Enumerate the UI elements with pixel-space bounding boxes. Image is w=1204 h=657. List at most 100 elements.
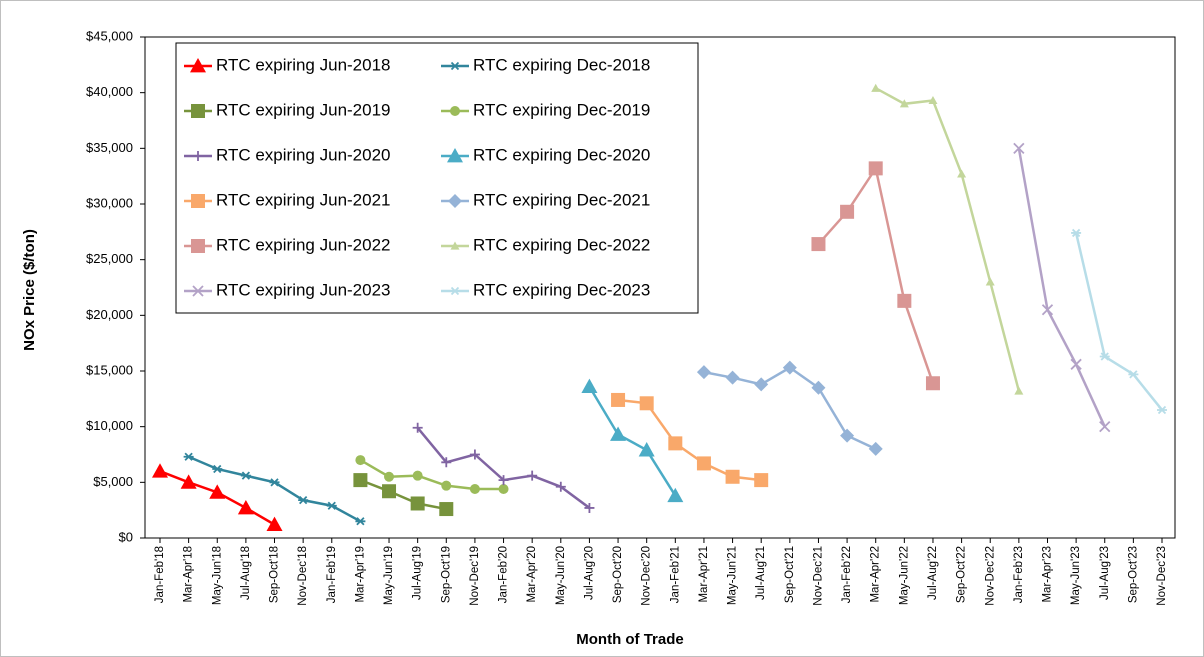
marker (1013, 142, 1025, 154)
x-tick-label: Jul-Aug'18 (240, 546, 252, 600)
marker (668, 436, 683, 451)
x-tick-label: Jan-Feb'21 (669, 546, 681, 603)
marker (1128, 370, 1139, 379)
series-line (875, 87, 1021, 392)
marker (209, 484, 226, 499)
marker (782, 360, 797, 375)
marker (240, 471, 251, 480)
x-tick-label: Jul-Aug'20 (583, 546, 595, 600)
y-tick-label: $45,000 (86, 28, 133, 43)
x-tick-label: Jan-Feb'22 (841, 546, 853, 603)
legend-label: RTC expiring Jun-2018 (216, 55, 391, 74)
marker (1070, 358, 1082, 370)
marker (191, 104, 205, 118)
marker (555, 481, 566, 492)
legend-label: RTC expiring Jun-2022 (216, 235, 391, 254)
x-tick-label: Sep-Oct'22 (956, 546, 968, 603)
legend-label: RTC expiring Jun-2023 (216, 280, 391, 299)
x-tick-label: Jul-Aug'19 (412, 546, 424, 600)
x-tick-label: Nov-Dec'23 (1156, 546, 1168, 606)
x-tick-label: May-Jun'23 (1070, 546, 1082, 605)
marker (180, 474, 197, 489)
legend-label: RTC expiring Dec-2023 (473, 280, 650, 299)
marker (298, 496, 309, 505)
series-line (1017, 148, 1106, 428)
marker (1099, 352, 1110, 361)
x-tick-label: Mar-Apr'19 (354, 546, 366, 603)
marker (384, 471, 395, 482)
marker (412, 422, 423, 433)
y-tick-label: $10,000 (86, 418, 133, 433)
marker (811, 380, 826, 395)
x-tick-label: Sep-Oct'21 (784, 546, 796, 603)
marker (754, 377, 769, 392)
marker (326, 501, 337, 510)
x-tick-label: Jan-Feb'18 (154, 546, 166, 603)
x-tick-label: Nov-Dec'20 (641, 546, 653, 606)
x-tick-label: May-Jun'20 (555, 546, 567, 605)
x-tick-label: Nov-Dec'22 (984, 546, 996, 606)
marker (450, 61, 460, 71)
marker (811, 237, 826, 252)
marker (925, 376, 940, 391)
legend-label: RTC expiring Dec-2019 (473, 100, 650, 119)
marker (868, 161, 883, 176)
x-tick-label: Jan-Feb'19 (326, 546, 338, 603)
x-tick-label: Sep-Oct'20 (612, 546, 624, 603)
marker (355, 455, 366, 466)
marker (928, 95, 938, 105)
marker (382, 484, 397, 499)
x-tick-label: Mar-Apr'18 (183, 546, 195, 603)
x-tick-label: Mar-Apr'20 (526, 546, 538, 603)
marker (353, 473, 368, 488)
x-tick-label: Jan-Feb'23 (1013, 546, 1025, 603)
y-tick-label: $0 (119, 529, 133, 544)
y-tick-label: $35,000 (86, 140, 133, 155)
marker (611, 392, 626, 407)
x-tick-label: May-Jun'19 (383, 546, 395, 605)
marker (152, 463, 168, 478)
marker (985, 277, 995, 286)
marker (696, 365, 711, 380)
marker (667, 487, 684, 503)
marker (610, 426, 627, 441)
x-tick-label: Mar-Apr'21 (698, 546, 710, 603)
x-axis-title: Month of Trade (576, 631, 684, 648)
y-tick-label: $30,000 (86, 195, 133, 210)
marker (527, 470, 538, 481)
marker (840, 428, 855, 443)
marker (191, 194, 205, 208)
marker (1014, 386, 1024, 395)
marker (469, 484, 480, 495)
marker (957, 169, 967, 178)
marker (193, 151, 203, 161)
legend-label: RTC expiring Jun-2021 (216, 190, 391, 209)
marker (696, 456, 711, 471)
marker (638, 442, 655, 457)
marker (897, 293, 912, 308)
marker (450, 241, 460, 250)
marker (639, 396, 654, 411)
x-tick-label: Jan-Feb'20 (498, 546, 510, 603)
x-tick-label: Sep-Oct'19 (440, 546, 452, 603)
series-line (588, 385, 677, 497)
marker (498, 484, 509, 495)
y-tick-label: $20,000 (86, 307, 133, 322)
x-tick-label: Jul-Aug'22 (927, 546, 939, 600)
x-tick-label: May-Jun'21 (727, 546, 739, 605)
x-tick-label: Mar-Apr'22 (870, 546, 882, 603)
marker (1041, 304, 1054, 316)
marker (183, 452, 194, 461)
marker (439, 502, 454, 517)
marker (725, 370, 740, 385)
marker (868, 441, 883, 456)
marker (412, 470, 423, 481)
marker (448, 194, 462, 208)
legend-label: RTC expiring Dec-2022 (473, 235, 650, 254)
legend-label: RTC expiring Dec-2021 (473, 190, 650, 209)
marker (269, 478, 280, 487)
x-tick-label: Mar-Apr'23 (1042, 546, 1054, 603)
marker (237, 499, 254, 515)
x-tick-label: May-Jun'22 (898, 546, 910, 605)
